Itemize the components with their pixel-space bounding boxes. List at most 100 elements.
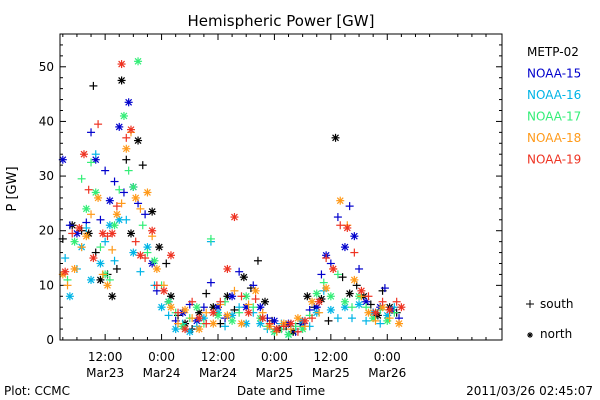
- data-point: [270, 316, 279, 325]
- data-point: [395, 319, 404, 328]
- data-point: [68, 229, 77, 238]
- data-point: [174, 319, 183, 328]
- data-point: [324, 316, 333, 325]
- data-point: [129, 183, 138, 191]
- data-point: [141, 254, 150, 263]
- data-point: [315, 297, 324, 306]
- data-point: [258, 314, 267, 323]
- data-point: [89, 81, 98, 90]
- data-point: [213, 311, 222, 320]
- data-point: [65, 221, 74, 230]
- data-point: [119, 188, 128, 197]
- data-point: [378, 297, 387, 306]
- data-point: [131, 193, 140, 202]
- data-point: [131, 237, 140, 246]
- data-point: [355, 264, 364, 273]
- data-point: [221, 322, 230, 331]
- data-point: [237, 319, 246, 328]
- data-point: [251, 286, 260, 295]
- y-tick-label: 20: [39, 224, 54, 238]
- axis-ticks: 0 10 20 30 40 50 12:00 Mar23 0:00 Mar24 12:00 Mar24…: [39, 33, 502, 380]
- data-points: [58, 57, 406, 339]
- y-axis-label: P [GW]: [5, 166, 20, 211]
- data-point: [122, 155, 131, 164]
- data-point: [350, 248, 359, 257]
- data-point: [87, 275, 96, 284]
- data-point: [199, 303, 208, 312]
- data-point: [272, 325, 281, 334]
- data-point: [312, 289, 321, 298]
- data-point: [70, 264, 79, 273]
- data-point: [364, 308, 373, 317]
- series-legend: METP-02 NOAA-15 NOAA-16 NOAA-17 NOAA-18 NOAA-…: [527, 45, 581, 167]
- data-point: [340, 297, 349, 306]
- data-point: [119, 111, 128, 120]
- marker-legend-label: north: [540, 327, 572, 341]
- data-point: [77, 243, 86, 252]
- data-point: [228, 316, 237, 325]
- data-point: [322, 284, 331, 293]
- data-point: [159, 286, 168, 295]
- data-point: [378, 303, 387, 312]
- data-point: [202, 289, 211, 298]
- data-point: [117, 60, 126, 69]
- data-point: [286, 319, 295, 328]
- data-point: [79, 150, 88, 159]
- data-point: [329, 264, 338, 273]
- data-point: [355, 300, 364, 309]
- legend-series-label: NOAA-19: [527, 153, 581, 167]
- data-point: [77, 174, 86, 183]
- data-point: [138, 161, 147, 170]
- data-point: [63, 281, 72, 290]
- marker-legend-label: south: [540, 297, 574, 311]
- data-point: [87, 210, 96, 219]
- data-point: [326, 305, 335, 314]
- y-tick-label: 40: [39, 114, 54, 128]
- data-point: [122, 133, 131, 142]
- x-tick-time-label: 0:00: [261, 350, 288, 364]
- data-point: [343, 223, 352, 232]
- data-point: [261, 297, 270, 306]
- data-point: [350, 275, 359, 284]
- data-point: [143, 188, 152, 197]
- data-point: [340, 243, 349, 252]
- data-point: [206, 278, 215, 287]
- data-point: [152, 281, 161, 290]
- data-point: [202, 319, 211, 328]
- data-point: [96, 243, 105, 252]
- data-point: [336, 221, 345, 230]
- x-tick-date-label: Mar25: [312, 366, 350, 380]
- data-point: [112, 202, 121, 211]
- data-point: [209, 319, 218, 328]
- data-point: [235, 267, 244, 276]
- data-point: [174, 308, 183, 317]
- x-tick-date-label: Mar25: [255, 366, 293, 380]
- legend-series-label: NOAA-16: [527, 88, 581, 102]
- data-point: [293, 327, 302, 336]
- data-point: [202, 308, 211, 317]
- data-point: [150, 256, 159, 265]
- data-point: [98, 229, 107, 238]
- data-point: [110, 221, 119, 230]
- data-point: [82, 223, 91, 232]
- data-point: [122, 215, 131, 224]
- data-point: [115, 185, 124, 194]
- data-point: [364, 292, 373, 301]
- marker-legend-symbol: [527, 332, 533, 338]
- data-point: [340, 303, 349, 312]
- data-point: [82, 232, 91, 241]
- data-point: [94, 193, 103, 202]
- data-point: [336, 196, 345, 205]
- data-point: [122, 144, 131, 153]
- chart-title: Hemispheric Power [GW]: [188, 12, 375, 30]
- data-point: [94, 120, 103, 129]
- legend-series-label: NOAA-18: [527, 131, 581, 145]
- data-point: [216, 297, 225, 306]
- data-point: [96, 259, 105, 268]
- data-point: [164, 311, 173, 320]
- data-point: [206, 234, 215, 243]
- y-tick-label: 10: [39, 278, 54, 292]
- data-point: [333, 314, 342, 323]
- data-point: [148, 207, 157, 216]
